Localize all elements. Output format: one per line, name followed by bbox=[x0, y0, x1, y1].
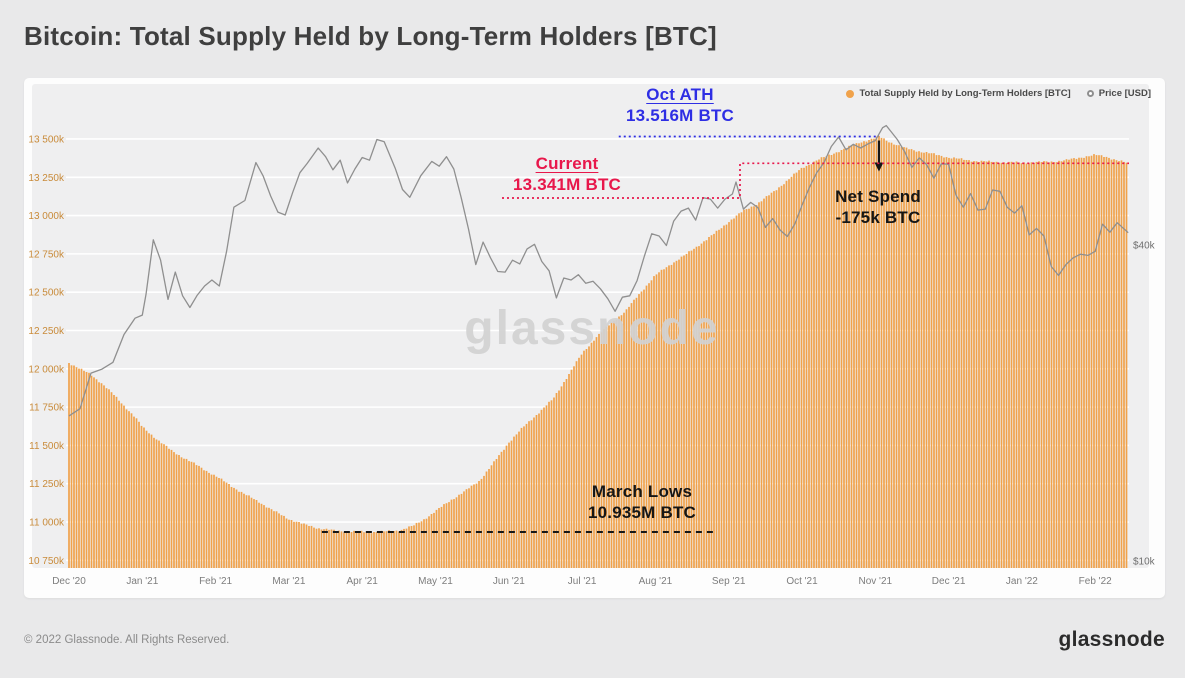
svg-text:Nov '21: Nov '21 bbox=[859, 576, 893, 587]
svg-text:May '21: May '21 bbox=[418, 576, 453, 587]
svg-text:12 250k: 12 250k bbox=[28, 326, 65, 337]
svg-text:Jun '21: Jun '21 bbox=[493, 576, 525, 587]
svg-text:12 750k: 12 750k bbox=[28, 249, 65, 260]
svg-text:Oct '21: Oct '21 bbox=[786, 576, 818, 587]
svg-text:Dec '21: Dec '21 bbox=[932, 576, 966, 587]
x-axis-ticks: Dec '20 Jan '21 Feb '21 Mar '21 Apr '21 May '… bbox=[52, 576, 1112, 587]
svg-text:Mar '21: Mar '21 bbox=[272, 576, 305, 587]
svg-text:13 500k: 13 500k bbox=[28, 134, 65, 145]
price-line-series[interactable] bbox=[68, 124, 1129, 417]
footer-copyright: © 2022 Glassnode. All Rights Reserved. bbox=[24, 634, 230, 646]
plot-svg[interactable]: 10 750k 11 000k 11 250k 11 500k 11 750k 12 00… bbox=[24, 78, 1165, 598]
supply-series-dot-icon bbox=[846, 89, 855, 98]
annotation-lines bbox=[321, 135, 1129, 533]
legend-item-price[interactable]: Price [USD] bbox=[1086, 88, 1151, 99]
glassnode-watermark: glassnode bbox=[464, 302, 719, 355]
svg-text:Jan '21: Jan '21 bbox=[126, 576, 158, 587]
current-dotted-line bbox=[502, 162, 1129, 199]
svg-text:Dec '20: Dec '20 bbox=[52, 576, 86, 587]
price-series-dot-icon bbox=[1086, 90, 1094, 97]
svg-text:Sep '21: Sep '21 bbox=[712, 576, 746, 587]
svg-text:11 500k: 11 500k bbox=[29, 441, 65, 452]
glassnode-logo[interactable]: glassnode bbox=[1058, 628, 1165, 651]
svg-text:13 250k: 13 250k bbox=[28, 173, 65, 184]
chart-legend: Total Supply Held by Long-Term Holders [… bbox=[846, 88, 1151, 99]
svg-text:Jan '22: Jan '22 bbox=[1006, 576, 1038, 587]
chart-card: 10 750k 11 000k 11 250k 11 500k 11 750k 12 00… bbox=[24, 78, 1165, 598]
right-axis-tick: $10k bbox=[1133, 557, 1156, 568]
supply-bars-series[interactable] bbox=[68, 135, 1128, 569]
svg-text:Feb '21: Feb '21 bbox=[199, 576, 232, 587]
svg-text:Aug '21: Aug '21 bbox=[639, 576, 673, 587]
svg-text:12 000k: 12 000k bbox=[28, 364, 65, 375]
svg-text:10 750k: 10 750k bbox=[28, 556, 65, 567]
legend-label-supply: Total Supply Held by Long-Term Holders [… bbox=[859, 88, 1071, 99]
right-axis-tick: $40k bbox=[1133, 240, 1156, 251]
svg-text:11 250k: 11 250k bbox=[29, 479, 65, 490]
legend-item-supply[interactable]: Total Supply Held by Long-Term Holders [… bbox=[846, 88, 1071, 99]
svg-text:11 000k: 11 000k bbox=[29, 518, 65, 529]
svg-text:12 500k: 12 500k bbox=[28, 288, 65, 299]
svg-text:13 000k: 13 000k bbox=[28, 211, 65, 222]
svg-text:Apr '21: Apr '21 bbox=[347, 576, 379, 587]
svg-text:Jul '21: Jul '21 bbox=[568, 576, 597, 587]
svg-text:11 750k: 11 750k bbox=[29, 403, 65, 414]
legend-label-price: Price [USD] bbox=[1098, 88, 1151, 99]
chart-title: Bitcoin: Total Supply Held by Long-Term … bbox=[24, 21, 717, 51]
svg-text:Feb '22: Feb '22 bbox=[1079, 576, 1112, 587]
footer: © 2022 Glassnode. All Rights Reserved. g… bbox=[24, 628, 1165, 652]
